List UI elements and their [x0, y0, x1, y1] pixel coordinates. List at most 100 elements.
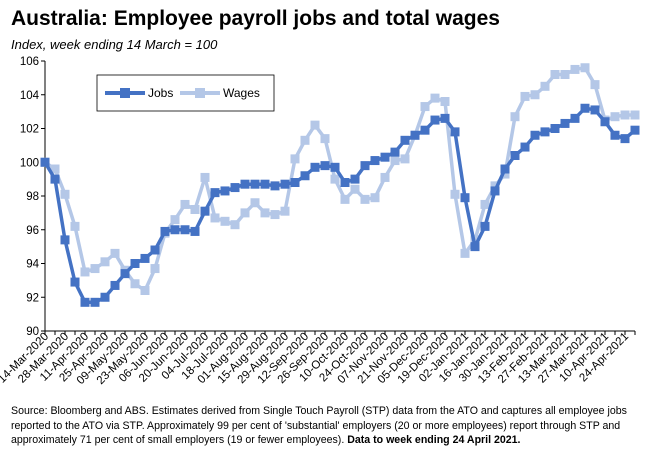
data-point-jobs — [390, 147, 400, 157]
data-point-jobs — [310, 162, 320, 172]
data-point-wages — [130, 279, 140, 289]
data-point-wages — [280, 206, 290, 216]
data-point-jobs — [300, 171, 310, 181]
data-point-wages — [300, 135, 310, 145]
data-point-wages — [560, 70, 570, 79]
data-point-jobs — [350, 174, 360, 184]
data-point-jobs — [180, 225, 190, 235]
data-point-wages — [460, 248, 470, 258]
data-point-wages — [500, 169, 510, 179]
data-point-wages — [370, 193, 380, 203]
y-tick-label: 100 — [20, 157, 39, 169]
data-point-wages — [150, 264, 160, 274]
data-point-wages — [220, 216, 230, 226]
data-point-wages — [390, 156, 400, 166]
data-point-wages — [360, 194, 370, 204]
data-point-wages — [170, 215, 180, 225]
data-point-jobs — [550, 124, 560, 133]
data-point-wages — [190, 205, 200, 214]
data-point-jobs — [230, 183, 240, 193]
x-axis-ticks: 14-Mar-202028-Mar-202011-Apr-202025-Apr-… — [0, 331, 636, 387]
data-point-wages — [530, 90, 540, 100]
y-tick-label: 102 — [20, 124, 39, 136]
data-point-jobs — [460, 193, 470, 203]
data-point-wages — [200, 172, 210, 182]
data-point-jobs — [560, 118, 570, 128]
data-point-jobs — [260, 179, 270, 189]
legend-label-jobs: Jobs — [148, 86, 173, 100]
data-point-jobs — [570, 113, 580, 123]
data-point-wages — [80, 267, 90, 277]
data-point-wages — [540, 81, 550, 91]
data-point-jobs — [250, 179, 260, 189]
data-point-jobs — [190, 226, 200, 236]
data-point-wages — [400, 154, 410, 164]
legend: Jobs Wages — [96, 74, 275, 112]
data-point-wages — [450, 189, 460, 199]
y-tick-label: 104 — [20, 90, 40, 102]
y-tick-label: 96 — [26, 225, 39, 237]
data-point-jobs — [480, 221, 490, 231]
data-point-jobs — [110, 280, 120, 290]
chart-subtitle: Index, week ending 14 March = 100 — [11, 37, 218, 52]
data-point-wages — [110, 248, 120, 258]
data-point-wages — [270, 210, 280, 220]
source-text: Source: Bloomberg and ABS. Estimates der… — [11, 405, 627, 447]
series-layer — [40, 63, 640, 307]
data-point-jobs — [440, 113, 450, 123]
data-point-jobs — [430, 115, 440, 125]
y-axis-ticks: 90 92 94 96 98 100 102 104 106 — [20, 56, 45, 338]
source-note: Source: Bloomberg and ABS. Estimates der… — [11, 404, 643, 448]
data-point-jobs — [290, 178, 300, 187]
data-point-wages — [50, 164, 60, 174]
data-point-jobs — [420, 125, 430, 135]
data-point-wages — [590, 80, 600, 90]
data-point-wages — [350, 184, 360, 194]
data-point-wages — [310, 120, 320, 130]
data-point-wages — [70, 221, 80, 231]
data-point-jobs — [530, 130, 540, 140]
data-point-jobs — [80, 297, 90, 307]
data-point-wages — [250, 198, 260, 208]
data-point-wages — [230, 220, 240, 230]
data-point-jobs — [470, 242, 480, 252]
data-point-jobs — [490, 186, 500, 196]
data-point-wages — [330, 174, 340, 184]
data-point-wages — [340, 194, 350, 204]
data-point-wages — [380, 172, 390, 182]
data-point-wages — [620, 110, 630, 120]
data-point-wages — [440, 97, 450, 106]
y-tick-label: 106 — [20, 56, 39, 68]
data-point-jobs — [450, 127, 460, 137]
legend-marker-jobs — [120, 88, 130, 98]
data-point-jobs — [510, 151, 520, 160]
line-chart: 90 92 94 96 98 100 102 104 106 14-Mar-202028-Mar… — [0, 56, 640, 387]
data-point-jobs — [120, 269, 130, 279]
data-point-jobs — [580, 103, 590, 113]
data-point-wages — [480, 199, 490, 209]
data-point-jobs — [590, 105, 600, 115]
data-point-jobs — [600, 117, 610, 127]
data-point-jobs — [520, 142, 530, 152]
data-point-wages — [320, 134, 330, 144]
data-point-jobs — [620, 134, 630, 144]
data-point-jobs — [500, 164, 510, 174]
data-point-jobs — [540, 127, 550, 137]
data-point-jobs — [410, 130, 420, 140]
y-tick-label: 92 — [26, 292, 39, 304]
data-point-jobs — [100, 292, 110, 302]
y-tick-label: 98 — [26, 191, 39, 203]
data-point-wages — [630, 110, 640, 120]
data-point-jobs — [50, 174, 60, 184]
data-point-jobs — [170, 225, 180, 235]
data-point-jobs — [160, 226, 170, 236]
data-point-wages — [90, 264, 100, 274]
data-point-wages — [550, 70, 560, 79]
data-point-jobs — [630, 125, 640, 135]
data-point-jobs — [380, 152, 390, 162]
data-point-jobs — [360, 161, 370, 171]
legend-marker-wages — [195, 88, 205, 98]
data-point-wages — [510, 112, 520, 122]
chart-title: Australia: Employee payroll jobs and tot… — [11, 7, 500, 30]
data-point-wages — [100, 257, 110, 267]
